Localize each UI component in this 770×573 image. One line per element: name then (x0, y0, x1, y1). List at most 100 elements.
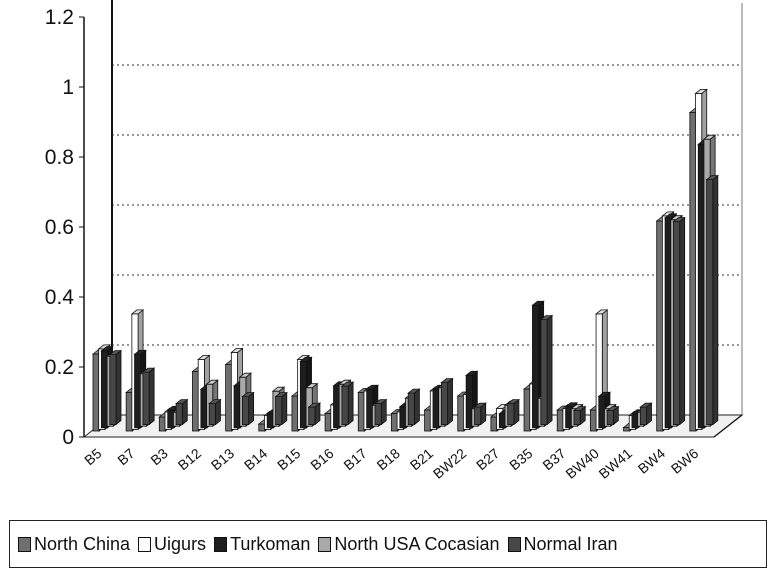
bar (606, 405, 620, 426)
bar-front (540, 319, 548, 426)
y-tick-label: 0 (62, 426, 74, 449)
legend-swatch (318, 536, 332, 552)
bar-top (299, 356, 313, 362)
legend: North China Uigurs Turkoman North USA Cocas… (9, 520, 767, 568)
x-tick-label: B12 (175, 445, 205, 473)
bar (473, 402, 487, 426)
bar-top (340, 381, 355, 387)
bar-top (241, 392, 255, 398)
chart-area: 00.20.40.60.811.2B5 B7 B3 B12 B13 B14 B15 B16 B1… (45, 0, 744, 482)
y-tick-label: 0.4 (45, 286, 75, 309)
x-tick-label: B27 (473, 445, 503, 473)
x-tick-label: B17 (340, 445, 370, 473)
bar-front (474, 406, 482, 426)
bar-top (174, 399, 189, 405)
bar-front (631, 413, 639, 429)
bar-front (432, 388, 440, 429)
bar-top (271, 386, 286, 392)
floor-right-edge (713, 414, 743, 438)
bar-top (407, 388, 421, 394)
legend-swatch (18, 536, 31, 552)
bar (506, 398, 521, 426)
bar-front (556, 409, 564, 432)
bar (241, 391, 255, 426)
bar-front (125, 392, 133, 432)
bar (672, 216, 686, 426)
legend-swatch (214, 536, 228, 552)
x-tick-label: B16 (307, 445, 337, 473)
bar-top (539, 315, 554, 321)
bar-top (702, 134, 717, 140)
bar-top (97, 344, 112, 350)
bar-top (208, 399, 222, 405)
bar-side (546, 314, 553, 426)
y-tick-label: 1.2 (45, 6, 74, 29)
bar-front (440, 382, 448, 426)
legend-item: Uigurs (138, 534, 206, 555)
bar-front (167, 409, 175, 429)
bar-top (130, 309, 145, 315)
bar-top (570, 404, 584, 410)
bar-top (307, 402, 322, 408)
bar-side (679, 216, 686, 426)
bar-top (304, 383, 319, 389)
x-tick-label: BW22 (430, 445, 470, 482)
bar-front (175, 403, 183, 426)
bar-top (705, 175, 719, 181)
x-tick-label: B18 (374, 445, 404, 473)
bar-top (373, 399, 388, 405)
x-tick-label: BW4 (635, 445, 669, 477)
bar (407, 388, 421, 426)
bar-front (357, 392, 365, 432)
bar-front (639, 406, 647, 426)
bar-top (230, 347, 244, 353)
bar-front (200, 388, 208, 429)
legend-item: North USA Cocasian (318, 533, 500, 555)
bar-top (663, 213, 678, 219)
bar-front (399, 406, 407, 429)
bar-top (108, 350, 123, 356)
bar-side (148, 367, 155, 426)
legend-label: North USA Cocasian (334, 533, 500, 554)
bar-front (697, 143, 705, 429)
bar-side (347, 381, 354, 426)
bar-top (100, 346, 114, 352)
bar-top (365, 384, 380, 390)
bar-top (205, 379, 219, 385)
bar (340, 381, 355, 426)
bar-front (324, 413, 332, 432)
bar-top (440, 378, 454, 384)
bar-front (523, 388, 531, 432)
bar-side (712, 174, 719, 426)
bar-front (158, 416, 166, 432)
bar-top (669, 215, 684, 221)
legend-swatch (507, 536, 521, 552)
bar-front (532, 304, 540, 429)
bar (572, 405, 587, 426)
legend-label: Uigurs (154, 533, 207, 554)
bar-front (366, 388, 374, 429)
x-tick-label: BW6 (668, 445, 702, 477)
bar-side (248, 391, 255, 426)
bar (539, 314, 554, 426)
bar-top (473, 402, 487, 408)
bar (373, 398, 388, 426)
bar (274, 391, 288, 426)
bar-front (242, 396, 250, 426)
legend-item: Turkoman (214, 534, 310, 555)
bar (141, 367, 156, 426)
bar (705, 174, 719, 426)
bar (639, 402, 653, 426)
bar-front (142, 371, 150, 426)
bar-top (597, 391, 612, 397)
bar-front (333, 385, 341, 429)
legend-item: North China (18, 534, 130, 555)
bar-front (623, 427, 631, 432)
y-tick-label: 1 (62, 76, 74, 99)
bar-top (672, 217, 686, 223)
bar-front (92, 353, 100, 432)
bar-top (141, 367, 156, 373)
bar-front (498, 413, 506, 429)
bar (307, 402, 322, 426)
bar-top (296, 354, 310, 360)
